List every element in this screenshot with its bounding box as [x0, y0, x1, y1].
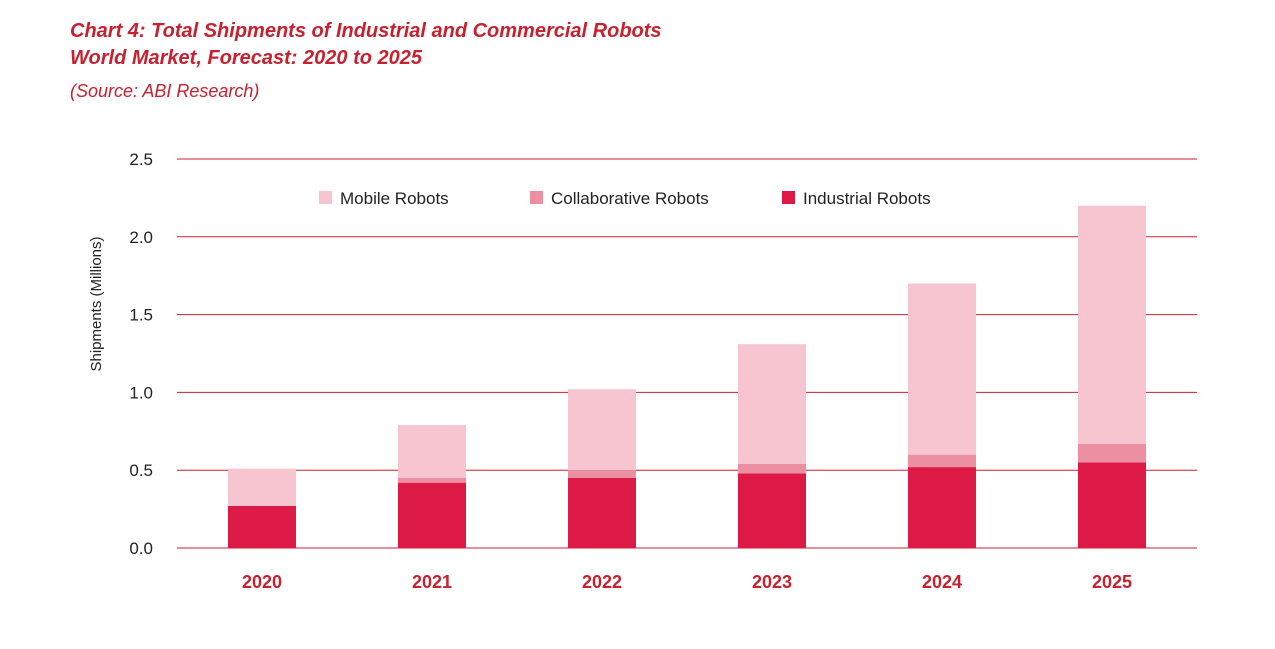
bar-industrial-robots-2023 — [738, 473, 806, 548]
x-tick-label-2022: 2022 — [582, 572, 622, 592]
legend-label-collaborative-robots: Collaborative Robots — [551, 189, 709, 208]
bar-mobile-robots-2022 — [568, 389, 636, 471]
bar-collaborative-robots-2024 — [908, 454, 976, 468]
chart-header: Chart 4: Total Shipments of Industrial a… — [70, 18, 662, 103]
bar-industrial-robots-2025 — [1078, 462, 1146, 548]
bar-collaborative-robots-2021 — [398, 477, 466, 483]
legend-swatch-mobile-robots — [319, 191, 332, 204]
x-tick-label-2023: 2023 — [752, 572, 792, 592]
bar-mobile-robots-2024 — [908, 283, 976, 455]
bar-mobile-robots-2025 — [1078, 205, 1146, 444]
bar-industrial-robots-2024 — [908, 467, 976, 548]
y-tick-label-2: 1.0 — [129, 383, 153, 402]
bar-industrial-robots-2021 — [398, 482, 466, 548]
legend-swatch-industrial-robots — [782, 191, 795, 204]
legend-label-industrial-robots: Industrial Robots — [803, 189, 931, 208]
bar-industrial-robots-2020 — [228, 505, 296, 548]
y-axis-title: Shipments (Millions) — [88, 236, 105, 371]
chart-title-line-2: World Market, Forecast: 2020 to 2025 — [70, 47, 422, 69]
x-tick-label-2021: 2021 — [412, 572, 452, 592]
x-tick-label-2020: 2020 — [242, 572, 282, 592]
legend-swatch-collaborative-robots — [530, 191, 543, 204]
y-tick-label-1: 0.5 — [129, 461, 153, 480]
y-tick-label-4: 2.0 — [129, 228, 153, 247]
bar-mobile-robots-2023 — [738, 344, 806, 464]
x-tick-label-2024: 2024 — [922, 572, 962, 592]
bar-industrial-robots-2022 — [568, 477, 636, 548]
y-tick-label-5: 2.5 — [129, 150, 153, 169]
chart-source: (Source: ABI Research) — [70, 81, 260, 101]
bar-mobile-robots-2020 — [228, 468, 296, 506]
bar-collaborative-robots-2025 — [1078, 443, 1146, 463]
y-tick-label-0: 0.0 — [129, 539, 153, 558]
bar-mobile-robots-2021 — [398, 425, 466, 478]
chart-title-line-1: Chart 4: Total Shipments of Industrial a… — [70, 20, 662, 42]
bar-collaborative-robots-2022 — [568, 470, 636, 478]
legend-label-mobile-robots: Mobile Robots — [340, 189, 449, 208]
x-tick-label-2025: 2025 — [1092, 572, 1132, 592]
y-tick-label-3: 1.5 — [129, 306, 153, 325]
bar-collaborative-robots-2023 — [738, 463, 806, 474]
